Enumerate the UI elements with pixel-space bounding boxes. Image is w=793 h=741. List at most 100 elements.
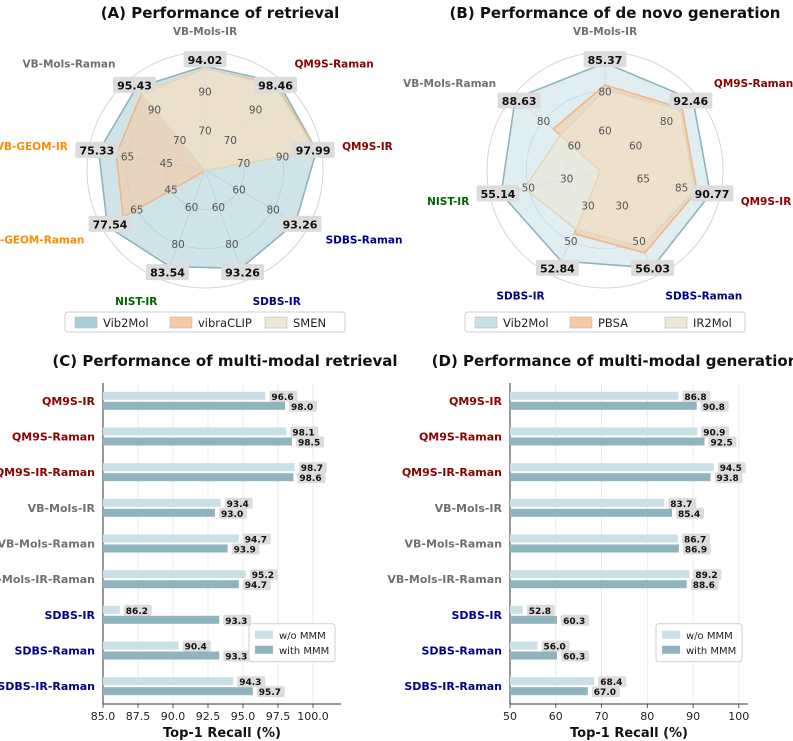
bar-vb-mols-ir-raman-w-o-mmm [103,570,246,579]
bar-qm9s-ir-with-mmm [510,401,697,410]
bar-xtick-label-5: 100 [728,710,749,723]
bar-value-label-sdbs-ir-w-o-mmm: 52.8 [529,607,551,617]
bar-category-label-vb-mols-ir-raman: VB-Mols-IR-Raman [0,573,95,586]
bar-value-box-qm9s-raman-with-mmm [296,436,324,448]
bar-value-box-vb-mols-ir-raman-with-mmm [242,579,271,591]
bar-xtick-label-1: 87.5 [126,710,151,723]
bar-value-label-qm9s-ir-w-o-mmm: 96.6 [271,393,293,403]
radar-tick-nist-ir-2: 50 [522,183,535,195]
bar-vb-mols-ir-raman-with-mmm [103,580,239,589]
bar-qm9s-ir-raman-w-o-mmm [510,463,714,472]
bar-value-box-sdbs-ir-raman-with-mmm [256,686,285,698]
radar-tick-vb-mols-raman-2: 90 [148,105,161,117]
radar-axis-label-nist-ir: NIST-IR [115,296,157,308]
bar-sdbs-ir-raman-w-o-mmm [103,677,234,686]
bar-vb-mols-raman-w-o-mmm [103,534,239,543]
radar-tick-nist-ir-1: 60 [185,202,198,214]
radar-best-value-vb-geom-ir: 75.33 [80,144,115,157]
bar-vb-mols-ir-w-o-mmm [103,498,221,507]
radar-tick-vb-mols-raman-2: 80 [537,116,550,128]
bar-value-label-vb-mols-ir-raman-w-o-mmm: 95.2 [252,571,274,581]
bar-value-box-vb-mols-ir-with-mmm [676,507,704,519]
bar-value-label-sdbs-ir-raman-w-o-mmm: 94.3 [239,678,261,688]
radar-best-value-qm9s-raman: 92.46 [673,95,708,108]
bar-sdbs-ir-w-o-mmm [103,605,120,614]
bar-value-box-sdbs-raman-w-o-mmm [541,640,570,652]
bar-value-box-qm9s-ir-w-o-mmm [269,390,298,402]
radar-best-value-qm9s-raman: 98.46 [258,79,293,92]
radar-tick-qm9s-ir-1: 65 [637,174,650,186]
bar-xtick-label-4: 90 [686,710,700,723]
bar-value-box-vb-mols-raman-w-o-mmm [682,533,710,545]
radar-axis-label-qm9s-raman: QM9S-Raman [714,78,793,90]
bar-value-label-qm9s-ir-raman-w-o-mmm: 98.7 [301,464,323,474]
bar-value-box-qm9s-raman-w-o-mmm [290,426,319,438]
radar-tick-qm9s-ir-1: 70 [237,158,250,170]
bar-xtick-label-3: 80 [640,710,654,723]
bar-value-box-vb-mols-ir-w-o-mmm [224,497,253,509]
bar-sdbs-ir-with-mmm [103,615,220,624]
panel-c-title: (C) Performance of multi-modal retrieval [52,352,397,370]
bar-xtick-label-6: 100.0 [297,710,329,723]
radar-tick-sdbs-raman-1: 30 [615,200,628,212]
bar-category-label-vb-mols-raman: VB-Mols-Raman [405,538,502,551]
bar-value-box-sdbs-ir-with-mmm [561,614,590,626]
radar-best-box-sdbs-ir [221,264,264,281]
bar-xtick-label-4: 95.0 [231,710,256,723]
radar-legend-swatch-pbsa [569,316,593,329]
radar-tick-qm9s-raman-2: 80 [660,116,673,128]
bar-value-label-sdbs-ir-raman-w-o-mmm: 68.4 [600,678,622,688]
bar-category-label-qm9s-raman: QM9S-Raman [419,431,502,444]
bar-xtick-label-0: 85.0 [91,710,116,723]
bar-sdbs-ir-w-o-mmm [510,605,523,614]
bar-category-label-vb-mols-raman: VB-Mols-Raman [0,538,95,551]
bar-value-label-sdbs-ir-with-mmm: 93.3 [225,617,247,627]
bar-value-label-vb-mols-ir-with-mmm: 93.0 [221,510,243,520]
bar-qm9s-raman-with-mmm [510,437,705,446]
radar-legend-swatch-vibraclip [169,316,193,329]
bar-legend-swatch-w-o-mmm [255,630,273,639]
bar-legend-swatch-w-o-mmm [662,630,680,639]
radar-best-box-vb-mols-raman [497,92,541,109]
bar-value-box-sdbs-raman-with-mmm [561,650,590,662]
bar-value-box-vb-mols-raman-w-o-mmm [242,533,271,545]
bar-category-label-sdbs-ir: SDBS-IR [45,609,96,622]
bar-value-box-qm9s-ir-raman-w-o-mmm [298,462,327,474]
bar-sdbs-raman-w-o-mmm [103,641,179,650]
bar-value-box-sdbs-raman-w-o-mmm [182,640,211,652]
radar-best-value-nist-ir: 55.14 [481,188,516,201]
bar-value-box-vb-mols-ir-with-mmm [219,507,247,519]
bar-value-label-vb-mols-raman-w-o-mmm: 86.7 [684,536,706,546]
radar-series-smen [138,67,317,173]
radar-axis-label-sdbs-ir: SDBS-IR [496,291,544,303]
bar-value-box-sdbs-ir-w-o-mmm [526,604,555,616]
bar-legend-swatch-with-mmm [255,645,273,654]
bar-xtick-label-1: 60 [549,710,563,723]
bar-qm9s-ir-w-o-mmm [103,391,266,400]
radar-tick-sdbs-raman-2: 80 [267,204,280,216]
radar-best-box-nist-ir [146,264,189,281]
radar-best-value-qm9s-ir: 97.99 [296,144,331,157]
bar-vb-mols-ir-w-o-mmm [510,498,665,507]
bar-value-box-qm9s-ir-with-mmm [700,400,729,412]
radar-best-value-sdbs-ir: 93.26 [225,267,260,280]
radar-tick-qm9s-ir-2: 85 [675,183,688,195]
radar-tick-vb-geom-raman-1: 45 [164,185,177,197]
bar-value-label-qm9s-raman-w-o-mmm: 90.9 [703,429,725,439]
bar-legend-swatch-with-mmm [662,645,680,654]
bar-sdbs-ir-raman-with-mmm [103,687,253,696]
radar-tick-sdbs-ir-1: 30 [581,200,594,212]
bar-vb-mols-ir-with-mmm [103,508,215,517]
bar-value-label-vb-mols-ir-raman-with-mmm: 88.6 [693,581,715,591]
bar-value-box-sdbs-raman-with-mmm [223,650,252,662]
bar-x-axis-title: Top-1 Recall (%) [570,726,688,741]
bar-value-box-qm9s-ir-raman-w-o-mmm [717,462,746,474]
bar-sdbs-raman-with-mmm [103,651,220,660]
bar-value-label-qm9s-ir-with-mmm: 98.0 [291,403,313,413]
bar-vb-mols-ir-with-mmm [510,508,672,517]
panel-d-title: (D) Performance of multi-modal generatio… [432,352,793,370]
panel-b-title: (B) Performance of de novo generation [450,4,781,22]
radar-best-box-sdbs-ir [535,259,579,276]
radar-best-value-sdbs-raman: 56.03 [635,262,670,275]
